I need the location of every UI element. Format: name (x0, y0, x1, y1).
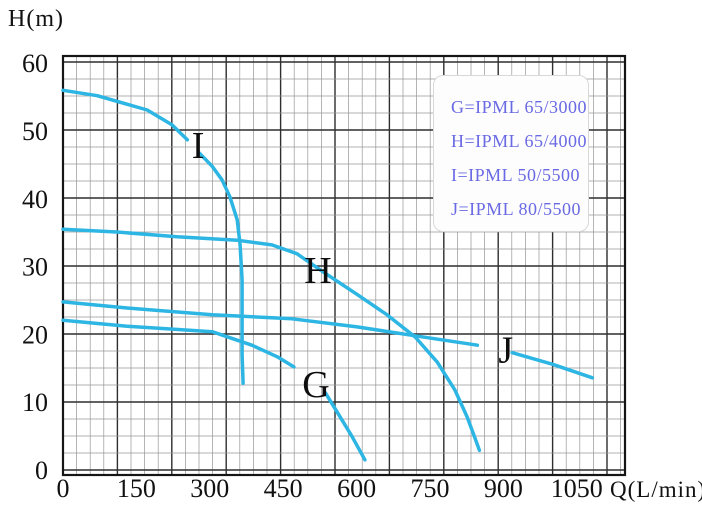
x-tick-label: 300 (190, 474, 229, 503)
curve-J (510, 350, 595, 380)
legend-entry: G=IPML 65/3000 (451, 97, 587, 117)
curve-J (61, 300, 480, 347)
curve-label-H: H (304, 250, 331, 292)
y-tick-label: 30 (22, 253, 48, 282)
x-tick-label: 900 (484, 474, 523, 503)
x-tick-label: 150 (117, 474, 156, 503)
x-tick-label: 0 (57, 474, 70, 503)
curve-I (197, 150, 245, 385)
y-tick-label: 40 (22, 185, 48, 214)
x-tick-label: 750 (410, 474, 449, 503)
legend-entry: J=IPML 80/5500 (451, 199, 581, 219)
curve-label-G: G (302, 364, 329, 406)
curve-H (61, 227, 482, 453)
y-tick-label: 60 (22, 49, 48, 78)
x-axis-title: Q(L/min) (610, 477, 702, 502)
legend-box: G=IPML 65/3000 H=IPML 65/4000 I=IPML 50/55… (433, 75, 589, 232)
x-tick-label: 600 (337, 474, 376, 503)
legend-entry: H=IPML 65/4000 (451, 131, 587, 151)
y-tick-label: 20 (22, 320, 48, 349)
legend-entry: I=IPML 50/5500 (451, 165, 580, 185)
curve-G (323, 390, 367, 462)
curve-I (61, 88, 190, 142)
plot-border (61, 54, 627, 477)
x-tick-label: 450 (264, 474, 303, 503)
x-tick-label: 1050 (551, 474, 603, 503)
curve-G (61, 318, 296, 369)
y-axis-title: H(m) (8, 6, 64, 32)
y-tick-label: 10 (22, 388, 48, 417)
y-tick-label: 0 (35, 456, 48, 485)
curve-label-J: J (498, 329, 513, 371)
curve-label-I: I (192, 125, 205, 167)
y-tick-label: 50 (22, 117, 48, 146)
